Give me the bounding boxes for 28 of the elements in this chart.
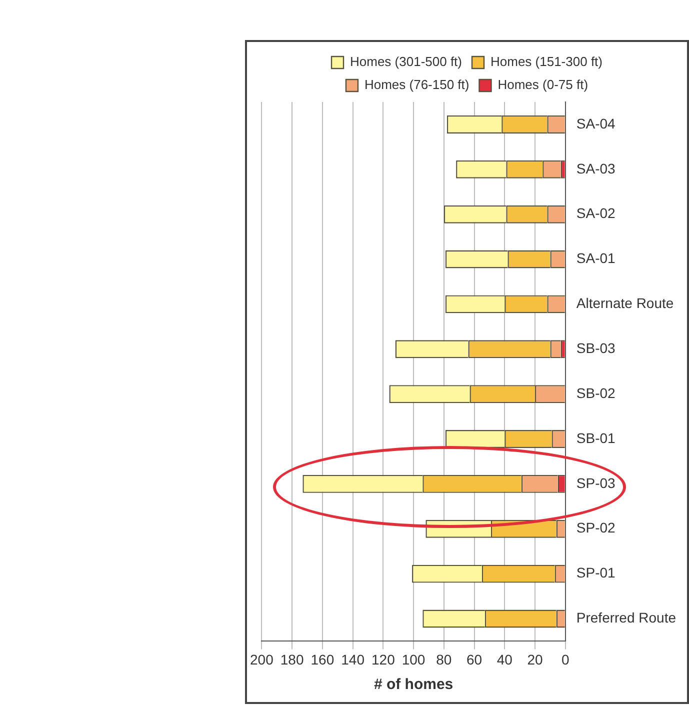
legend-label: Homes (0-75 ft)	[498, 77, 588, 92]
x-axis-title: # of homes	[374, 676, 454, 694]
y-tick-label: SP-03	[576, 474, 616, 491]
x-tick-label: 60	[466, 651, 482, 668]
y-tick-label: SB-02	[576, 384, 616, 401]
x-tick-label: 80	[436, 651, 452, 668]
y-tick-label: SB-03	[576, 340, 616, 356]
legend-label: Homes (151-300 ft)	[490, 54, 602, 70]
x-tick-label: 120	[371, 651, 396, 668]
x-tick-label: 40	[496, 651, 513, 668]
x-tick-label: 0	[561, 651, 570, 668]
x-tick-label: 180	[280, 651, 304, 668]
y-tick-label: SP-02	[576, 520, 616, 536]
x-tick-label: 140	[341, 651, 365, 668]
y-tick-label: SA-03	[576, 160, 616, 176]
y-tick-label: SP-01	[576, 564, 616, 581]
y-tick-label: Preferred Route	[576, 610, 676, 626]
x-tick-label: 200	[250, 651, 274, 668]
x-tick-label: 100	[402, 651, 426, 668]
x-tick-label: 20	[527, 651, 544, 668]
y-tick-label: Alternate Route	[576, 295, 674, 312]
x-tick-label: 160	[310, 651, 334, 668]
legend-label: Homes (76-150 ft)	[364, 77, 470, 92]
y-tick-label: SA-01	[576, 250, 616, 266]
y-tick-label: SA-04	[576, 115, 616, 132]
y-tick-label: SA-02	[576, 205, 616, 222]
legend-label: Homes (301-500 ft)	[350, 54, 462, 70]
y-tick-label: SB-01	[576, 430, 616, 446]
